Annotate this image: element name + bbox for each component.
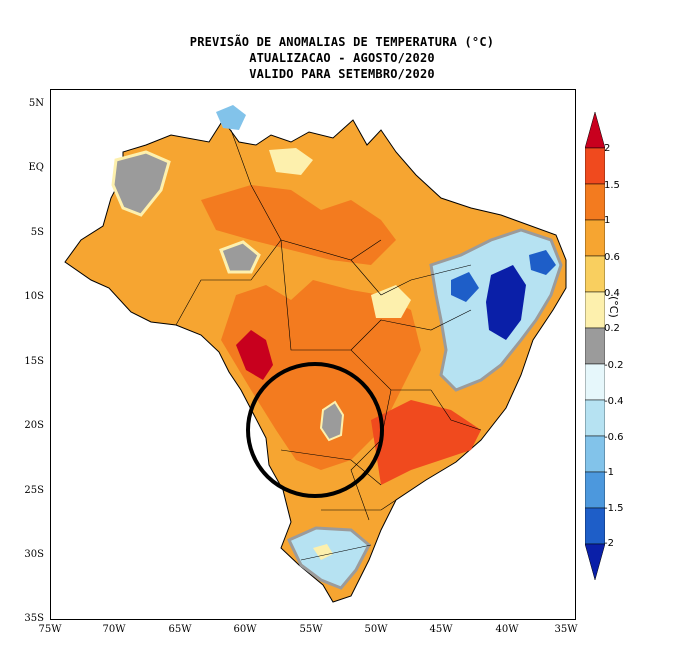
colorbar-segment: [585, 183, 605, 221]
colorbar-segment: [585, 147, 605, 185]
lat-label-5n: 5N: [28, 98, 44, 109]
lat-label-25s: 25S: [24, 485, 44, 496]
warm-region-southeast: [371, 400, 481, 485]
neutral-patch-pantanal: [319, 400, 345, 442]
cold-core-2: [486, 265, 526, 340]
colorbar-segment: [585, 255, 605, 293]
cold-core-1: [451, 272, 479, 302]
lat-label-eq: EQ: [28, 162, 45, 173]
colorbar-segment: [585, 543, 605, 580]
lon-label-55w: 55W: [299, 624, 323, 635]
colorbar-segment: [585, 327, 605, 365]
map-panel: [50, 89, 576, 620]
colorbar-label-0-4: 0.4: [604, 288, 620, 299]
colorbar-label-0-2: 0.2: [604, 323, 620, 334]
title-line-3: VALIDO PARA SETEMBRO/2020: [249, 67, 435, 81]
colorbar-label-2: 2: [604, 143, 611, 154]
colorbar-segment: [585, 112, 605, 149]
colorbar-label-m0-4: -0.4: [604, 396, 624, 407]
annotation-circle: [246, 362, 384, 498]
neutral-patch-center: [219, 240, 261, 274]
colorbar-label-m1-5: -1.5: [604, 503, 624, 514]
colorbar-label-0-6: 0.6: [604, 252, 620, 263]
neutral-patch-north: [111, 150, 171, 217]
map-title: PREVISÃO DE ANOMALIAS DE TEMPERATURA (°C…: [0, 34, 684, 82]
cold-core-3: [529, 250, 556, 275]
colorbar-segment: [585, 399, 605, 437]
colorbar-segment: [585, 471, 605, 509]
lat-label-35s: 35S: [24, 613, 44, 624]
title-line-2: ATUALIZACAO - AGOSTO/2020: [249, 51, 435, 65]
anomaly-map: [64, 105, 567, 603]
colorbar-label-m0-6: -0.6: [604, 432, 624, 443]
lon-label-40w: 40W: [495, 624, 519, 635]
colorbar-segment: [585, 507, 605, 545]
warm-spot-south: [313, 544, 333, 560]
lon-label-75w: 75W: [38, 624, 62, 635]
light-patch-northeast: [371, 285, 411, 318]
colorbar-unit: (°C): [607, 296, 620, 318]
lon-label-65w: 65W: [168, 624, 192, 635]
lon-label-45w: 45W: [429, 624, 453, 635]
colorbar-segment: [585, 435, 605, 473]
title-line-1: PREVISÃO DE ANOMALIAS DE TEMPERATURA (°C…: [189, 35, 495, 49]
lat-label-15s: 15S: [24, 356, 44, 367]
colorbar-label-m0-2: -0.2: [604, 360, 624, 371]
colorbar-segment: [585, 363, 605, 401]
cool-region-roraima: [216, 105, 246, 130]
colorbar-segment: [585, 291, 605, 329]
cool-region-south: [286, 526, 371, 590]
state-borders: [175, 129, 482, 561]
lat-label-10s: 10S: [24, 291, 44, 302]
hot-spot-west: [236, 330, 273, 380]
colorbar-label-m1: -1: [604, 467, 614, 478]
lat-label-30s: 30S: [24, 549, 44, 560]
colorbar-label-m2: -2: [604, 538, 614, 549]
colorbar-label-1: 1: [604, 215, 611, 226]
colorbar-segment: [585, 219, 605, 257]
warm-region-north: [201, 185, 396, 265]
lat-label-20s: 20S: [24, 420, 44, 431]
colorbar-label-1-5: 1.5: [604, 180, 620, 191]
lon-label-60w: 60W: [233, 624, 257, 635]
light-patch-north: [269, 148, 313, 175]
lon-label-50w: 50W: [364, 624, 388, 635]
lon-label-35w: 35W: [554, 624, 578, 635]
warm-region-central: [221, 280, 421, 470]
colorbar: [585, 112, 605, 580]
lat-label-5s: 5S: [30, 227, 44, 238]
lon-label-70w: 70W: [102, 624, 126, 635]
